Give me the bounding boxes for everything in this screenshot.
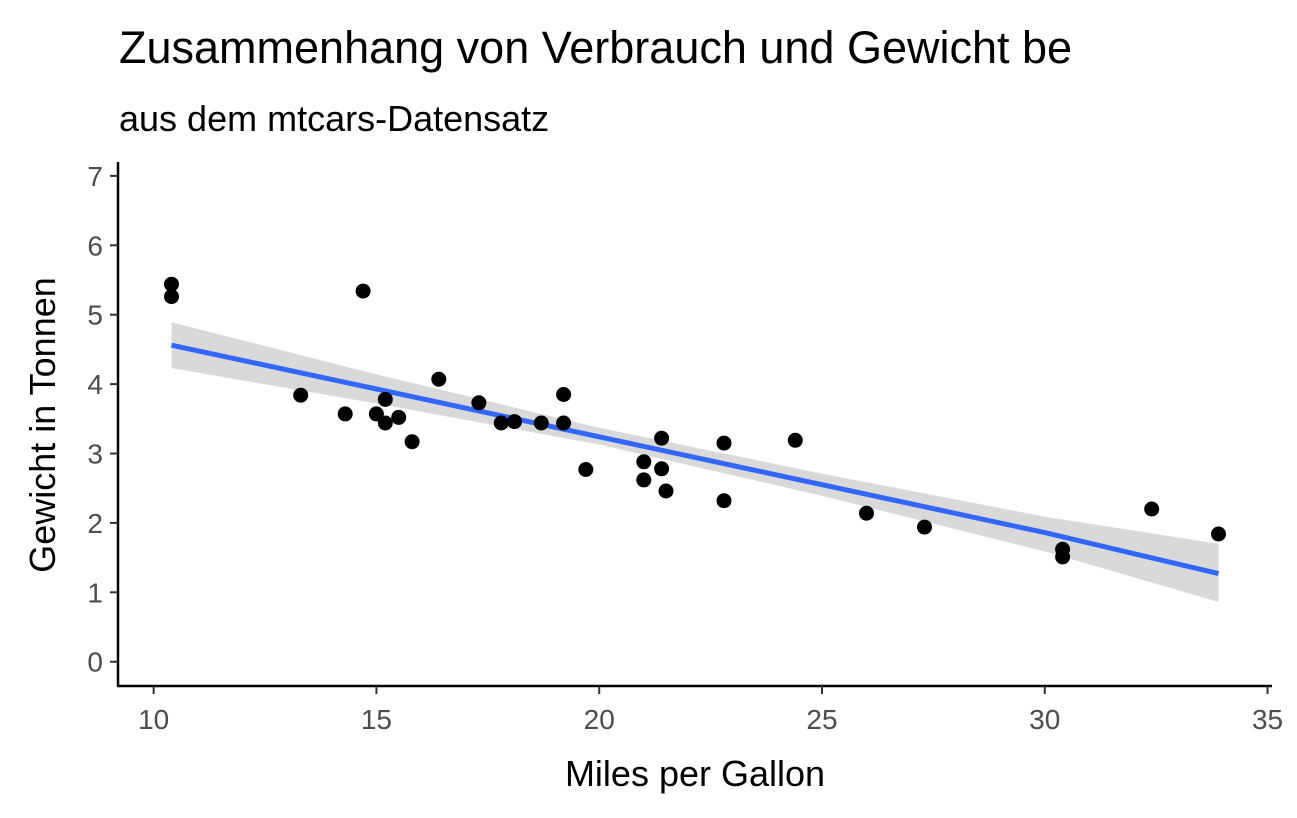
data-point [377,391,393,407]
x-tick-label: 15 [361,704,392,735]
data-point [716,435,732,451]
data-point [556,387,572,402]
data-point [164,289,179,305]
data-point [556,415,572,431]
data-point [355,283,371,299]
data-point [471,395,487,411]
data-point [636,472,652,488]
x-tick-label: 10 [138,704,169,735]
x-axis-ticks: 10 15 20 25 30 35 [138,686,1283,735]
data-point [1055,549,1071,565]
y-tick-label: 6 [87,230,103,261]
x-tick-label: 25 [806,704,837,735]
data-point [507,414,522,430]
x-tick-label: 20 [584,704,615,735]
data-point [404,434,420,450]
y-axis-ticks: 0 1 2 3 4 5 6 7 [87,161,118,678]
y-tick-label: 7 [87,161,103,192]
regression-line [170,342,1220,577]
data-point [917,519,932,535]
y-tick-label: 3 [87,438,103,469]
y-tick-label: 2 [87,508,103,539]
y-tick-label: 5 [87,300,103,331]
x-axis-title: Miles per Gallon [565,753,825,794]
data-point [636,454,652,470]
y-tick-label: 0 [87,647,103,678]
data-point [787,432,803,448]
data-point [1144,501,1160,517]
data-point [493,415,509,431]
data-point [654,430,670,446]
data-point [578,462,594,477]
data-point [1211,526,1226,542]
confidence-band-layer [171,322,1219,602]
y-tick-label: 4 [87,369,103,400]
data-point [859,505,874,521]
data-point [337,406,353,422]
data-point [654,461,670,477]
y-axis-title: Gewicht in Tonnen [22,277,63,573]
chart-title: Zusammenhang von Verbrauch und Gewicht b… [119,22,1072,73]
data-point [533,415,549,431]
trend-line-layer [170,342,1220,577]
x-tick-label: 35 [1252,704,1283,735]
data-point [293,387,309,403]
y-tick-label: 1 [87,577,103,608]
data-point [716,493,732,509]
x-tick-label: 30 [1029,704,1060,735]
chart-subtitle: aus dem mtcars-Datensatz [119,98,549,139]
data-points-layer [164,276,1226,565]
data-point [431,371,447,387]
data-point [377,415,393,431]
data-point [391,409,407,425]
data-point [164,276,179,292]
confidence-band [171,322,1219,602]
data-point [658,483,674,499]
